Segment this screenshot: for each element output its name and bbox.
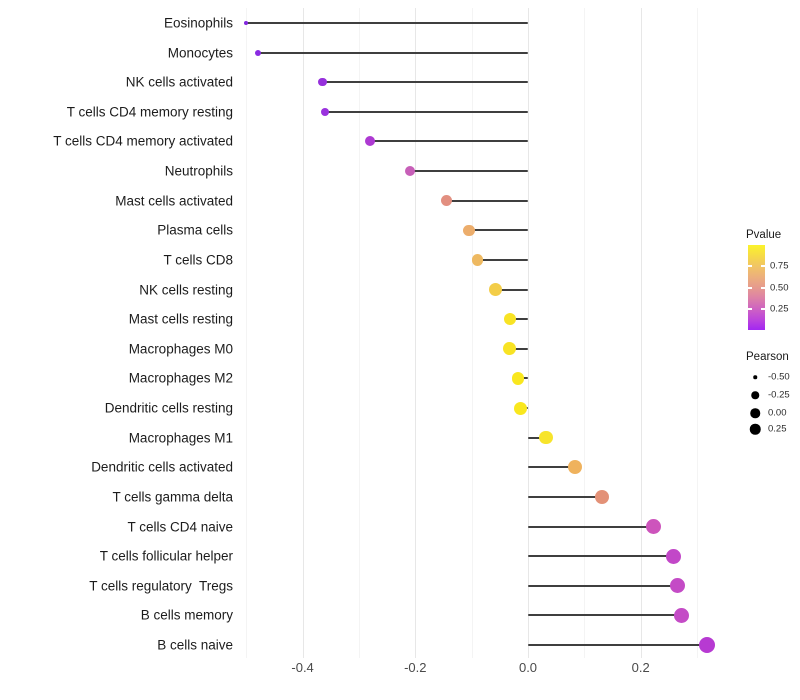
pvalue-tickmark [761, 307, 765, 310]
y-axis-label: Dendritic cells resting [104, 400, 233, 416]
lollipop-stem [257, 51, 528, 54]
lollipop-dot [539, 430, 553, 445]
y-axis-label: T cells CD8 [163, 252, 233, 268]
lollipop-dot [463, 224, 475, 237]
lollipop-dot [471, 254, 484, 266]
lollipop-stem [528, 614, 682, 617]
minor-gridline [584, 8, 586, 658]
lollipop-stem [528, 584, 678, 587]
pearson-size-dot [753, 375, 757, 379]
x-axis-tick-label: 0.2 [631, 660, 650, 675]
minor-gridline [471, 8, 473, 658]
pearson-size-dot [749, 423, 761, 435]
y-axis-label: Dendritic cells activated [91, 459, 233, 475]
pvalue-tickmark [761, 286, 765, 289]
lollipop-stem [495, 288, 528, 291]
lollipop-dot [699, 637, 716, 654]
major-gridline [302, 8, 304, 658]
lollipop-stem [370, 140, 528, 143]
pearson-legend-title: Pearson [746, 351, 789, 363]
pearson-size-dot [750, 408, 760, 418]
lollipop-stem [528, 525, 654, 528]
y-axis-label: Monocytes [167, 45, 233, 61]
pearson-size-dot [751, 391, 759, 399]
major-gridline [640, 8, 642, 658]
y-axis-label: Plasma cells [157, 222, 233, 238]
lollipop-dot [666, 548, 682, 564]
minor-gridline [358, 8, 360, 658]
minor-gridline [246, 8, 248, 658]
y-axis-label: Macrophages M1 [128, 430, 233, 446]
lollipop-dot [670, 578, 686, 594]
y-axis-label: Mast cells activated [115, 193, 233, 209]
lollipop-dot [365, 136, 376, 147]
lollipop-stem [528, 555, 674, 558]
lollipop-dot [244, 21, 249, 25]
pvalue-tick-label: 0.75 [770, 260, 789, 272]
y-axis-label: B cells naive [157, 637, 233, 653]
pearson-size-label: 0.00 [768, 407, 787, 419]
major-gridline [528, 8, 529, 658]
y-axis-label: Eosinophils [163, 15, 233, 31]
lollipop-dot [254, 49, 261, 56]
y-axis-label: NK cells activated [125, 74, 233, 90]
lollipop-dot [567, 460, 582, 475]
lollipop-stem [322, 81, 528, 84]
lollipop-dot [511, 372, 525, 385]
lollipop-stem [509, 347, 528, 350]
lollipop-stem [528, 495, 602, 498]
y-axis-label: T cells CD4 naive [127, 519, 233, 535]
pearson-size-label: -0.25 [768, 389, 790, 401]
pvalue-tick-label: 0.50 [770, 282, 789, 293]
lollipop-stem [528, 436, 547, 439]
lollipop-dot [440, 195, 452, 207]
y-axis-label: T cells follicular helper [99, 548, 233, 564]
pvalue-tickmark [761, 265, 765, 268]
pearson-size-label: -0.50 [768, 371, 790, 383]
y-axis-label: T cells gamma delta [112, 489, 233, 505]
lollipop-dot [318, 77, 327, 87]
pvalue-legend-title: Pvalue [746, 229, 782, 241]
y-axis-label: NK cells resting [139, 282, 233, 298]
lollipop-dot [503, 312, 517, 326]
lollipop-dot [489, 283, 503, 297]
lollipop-stem [477, 258, 528, 261]
y-axis-label: T cells CD4 memory resting [66, 104, 233, 120]
pvalue-colorbar [748, 245, 765, 330]
lollipop-stem [446, 199, 528, 202]
x-axis-tick-label: -0.4 [291, 660, 314, 675]
y-axis-label: Neutrophils [164, 163, 233, 179]
pvalue-tick-label: 0.25 [770, 303, 789, 315]
lollipop-stem [509, 318, 528, 321]
pvalue-tickmark [748, 265, 752, 268]
lollipop-stem [468, 229, 528, 232]
y-axis-label: T cells CD4 memory activated [53, 133, 233, 149]
y-axis-label: T cells regulatory Tregs [89, 578, 233, 594]
y-axis-label: B cells memory [140, 607, 233, 623]
lollipop-stem [246, 22, 528, 24]
plot-panel [238, 8, 722, 658]
x-axis-tick-label: -0.2 [404, 660, 427, 675]
major-gridline [415, 8, 417, 658]
lollipop-stem [528, 644, 708, 647]
minor-gridline [697, 8, 699, 658]
lollipop-dot [513, 401, 527, 415]
lollipop-dot [320, 107, 330, 117]
lollipop-dot [673, 607, 689, 623]
pvalue-tickmark [748, 286, 752, 289]
lollipop-dot [645, 519, 661, 535]
lollipop-dot [594, 489, 609, 504]
lollipop-dot [503, 342, 517, 356]
lollipop-dot [404, 166, 415, 177]
lollipop-stem [325, 110, 528, 113]
lollipop-stem [409, 170, 528, 173]
pearson-size-label: 0.25 [768, 423, 787, 435]
y-axis-label: Mast cells resting [128, 311, 233, 327]
lollipop-stem [528, 466, 575, 469]
x-axis-tick-label: 0.0 [518, 660, 538, 675]
y-axis-label: Macrophages M0 [128, 341, 233, 357]
pvalue-tickmark [748, 307, 752, 310]
y-axis-label: Macrophages M2 [128, 370, 233, 386]
